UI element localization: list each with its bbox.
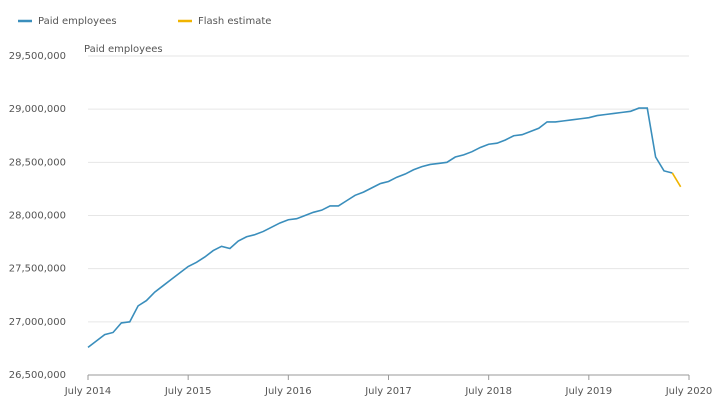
series-line bbox=[671, 172, 682, 188]
x-tick-label: July 2017 bbox=[364, 386, 412, 397]
x-tick-label: July 2018 bbox=[464, 386, 512, 397]
y-tick-label: 28,500,000 bbox=[9, 157, 66, 168]
y-axis-label: Paid employees bbox=[84, 44, 163, 55]
y-tick-label: 26,500,000 bbox=[9, 370, 66, 381]
x-tick-label: July 2020 bbox=[665, 386, 713, 397]
series-line bbox=[87, 107, 673, 348]
y-tick-label: 29,000,000 bbox=[9, 104, 66, 115]
x-tick-label: July 2015 bbox=[164, 386, 212, 397]
x-tick-label: July 2016 bbox=[264, 386, 312, 397]
y-tick-label: 29,500,000 bbox=[9, 51, 66, 62]
y-tick-label: 27,000,000 bbox=[9, 317, 66, 328]
y-tick-label: 27,500,000 bbox=[9, 264, 66, 275]
x-tick-label: July 2019 bbox=[565, 386, 613, 397]
y-tick-label: 28,000,000 bbox=[9, 211, 66, 222]
legend-label: Paid employees bbox=[38, 16, 117, 27]
x-tick-label: July 2014 bbox=[64, 386, 112, 397]
legend-label: Flash estimate bbox=[198, 16, 271, 27]
